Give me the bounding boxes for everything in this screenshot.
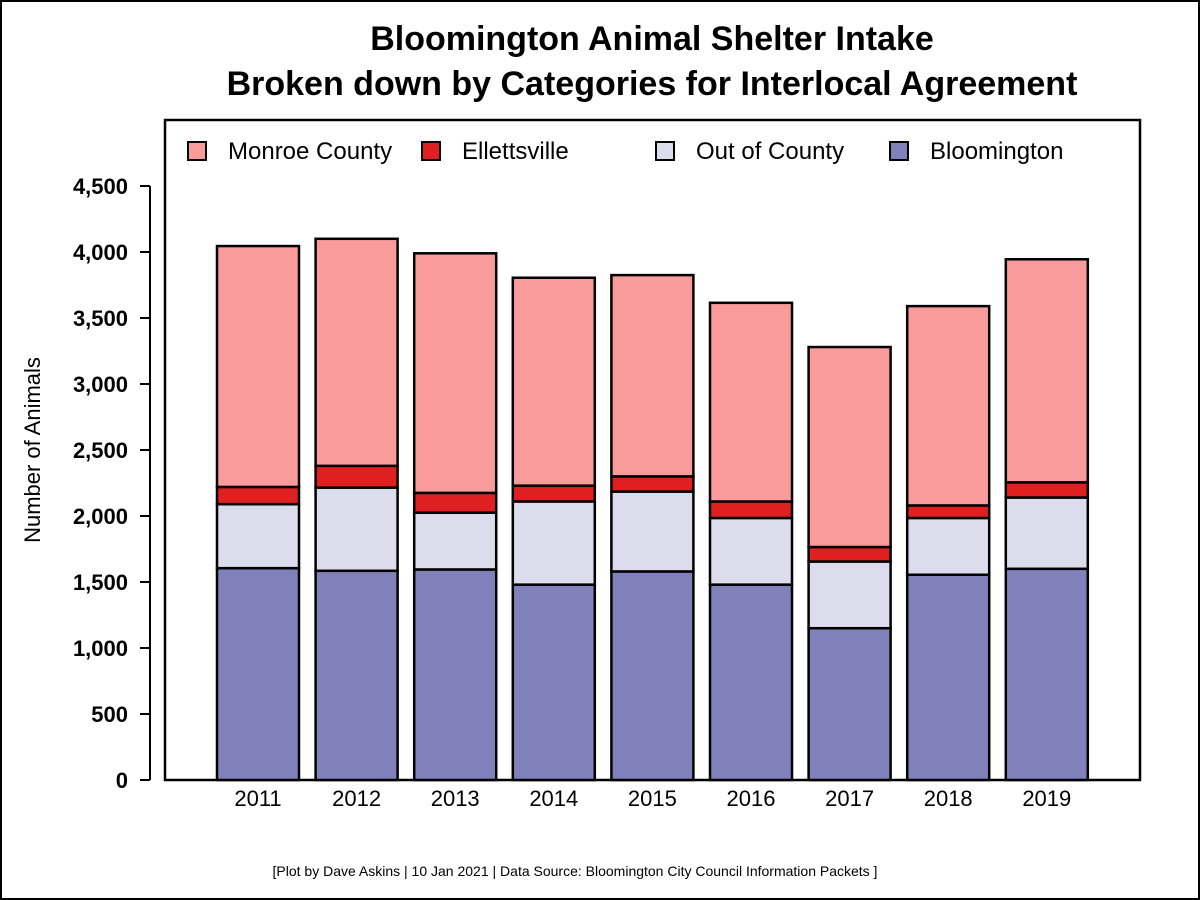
bar-segment-out-of-county [412,511,498,571]
bar-segment-out-of-county [511,500,597,586]
bar-segment-ellettsville [511,484,597,503]
bar-segment-monroe-county [905,304,991,507]
y-tick-label: 0 [116,768,128,793]
bar-segment-monroe-county [511,276,597,487]
y-tick-label: 2,000 [73,504,128,529]
bar-segment-monroe-county [610,273,695,478]
legend-label-bloomington: Bloomington [930,138,1063,165]
bar-segment-out-of-county [807,560,892,630]
bar-segment-bloomington [708,583,794,782]
legend-label-ellettsville: Ellettsville [462,138,569,165]
y-axis: 0 500 1,000 1,500 2,000 2,500 3,000 3,500 4,000 4… [73,174,151,793]
bar-segment-ellettsville [314,464,399,489]
bar-segment-out-of-county [905,516,991,576]
chart-title-line-2: Broken down by Categories for Interlocal… [227,65,1078,103]
bar-segment-ellettsville [412,491,498,514]
bar-segment-bloomington [215,566,301,782]
bar-segment-monroe-county [807,345,892,549]
y-tick-label: 500 [91,702,128,727]
bar-segment-bloomington [905,573,991,782]
y-tick-label: 2,500 [73,438,128,463]
x-tick-label: 2014 [529,786,578,811]
x-tick-label: 2012 [332,786,381,811]
y-tick-label: 1,000 [73,636,128,661]
x-tick-label: 2016 [727,786,776,811]
bar-segment-out-of-county [314,486,399,573]
legend-swatch-ellettsville [421,141,441,161]
y-axis-label: Number of Animals [20,357,45,543]
legend-label-out-of-county: Out of County [696,138,844,165]
bar-segment-bloomington [314,569,399,782]
legend-swatch-out-of-county [655,141,675,161]
x-tick-label: 2015 [628,786,677,811]
bar-segment-bloomington [511,583,597,782]
y-tick-label: 1,500 [73,570,128,595]
legend-swatch-monroe-county [187,141,207,161]
x-tick-label: 2011 [234,786,281,811]
x-tick-label: 2019 [1022,786,1071,811]
x-tick-label: 2013 [431,786,480,811]
bar-segment-out-of-county [708,516,794,586]
y-tick-label: 3,000 [73,372,128,397]
bar-segment-out-of-county [1004,496,1090,571]
bar-segment-bloomington [1004,567,1090,782]
legend-swatch-bloomington [889,141,909,161]
bar-segment-monroe-county [1004,258,1090,484]
bar-segment-out-of-county [215,502,301,570]
y-tick-label: 3,500 [73,306,128,331]
y-tick-label: 4,000 [73,240,128,265]
bars-group [215,237,1090,782]
bar-segment-bloomington [610,570,695,782]
bar-segment-ellettsville [1004,481,1090,499]
source-caption: [Plot by Dave Askins | 10 Jan 2021 | Dat… [273,863,878,879]
bar-segment-out-of-county [610,490,695,573]
bar-segment-ellettsville [807,545,892,563]
x-tick-label: 2018 [924,786,973,811]
bar-segment-monroe-county [412,252,498,495]
x-tick-label: 2017 [825,786,874,811]
legend-label-monroe-county: Monroe County [228,138,392,165]
bar-segment-ellettsville [905,504,991,520]
bar-segment-monroe-county [314,237,399,468]
bar-segment-ellettsville [708,500,794,520]
bar-segment-ellettsville [610,475,695,493]
bar-segment-bloomington [412,568,498,782]
bar-segment-bloomington [807,626,892,782]
x-axis: 2011 2012 2013 2014 2015 2016 2017 2018 2019 [234,786,1071,811]
bar-segment-ellettsville [215,485,301,506]
y-tick-label: 4,500 [73,174,128,199]
bar-segment-monroe-county [708,301,794,503]
chart-title-line-1: Bloomington Animal Shelter Intake [370,20,934,58]
bar-segment-monroe-county [215,244,301,489]
legend: Monroe County Ellettsville Out of County Bl… [187,138,1063,165]
